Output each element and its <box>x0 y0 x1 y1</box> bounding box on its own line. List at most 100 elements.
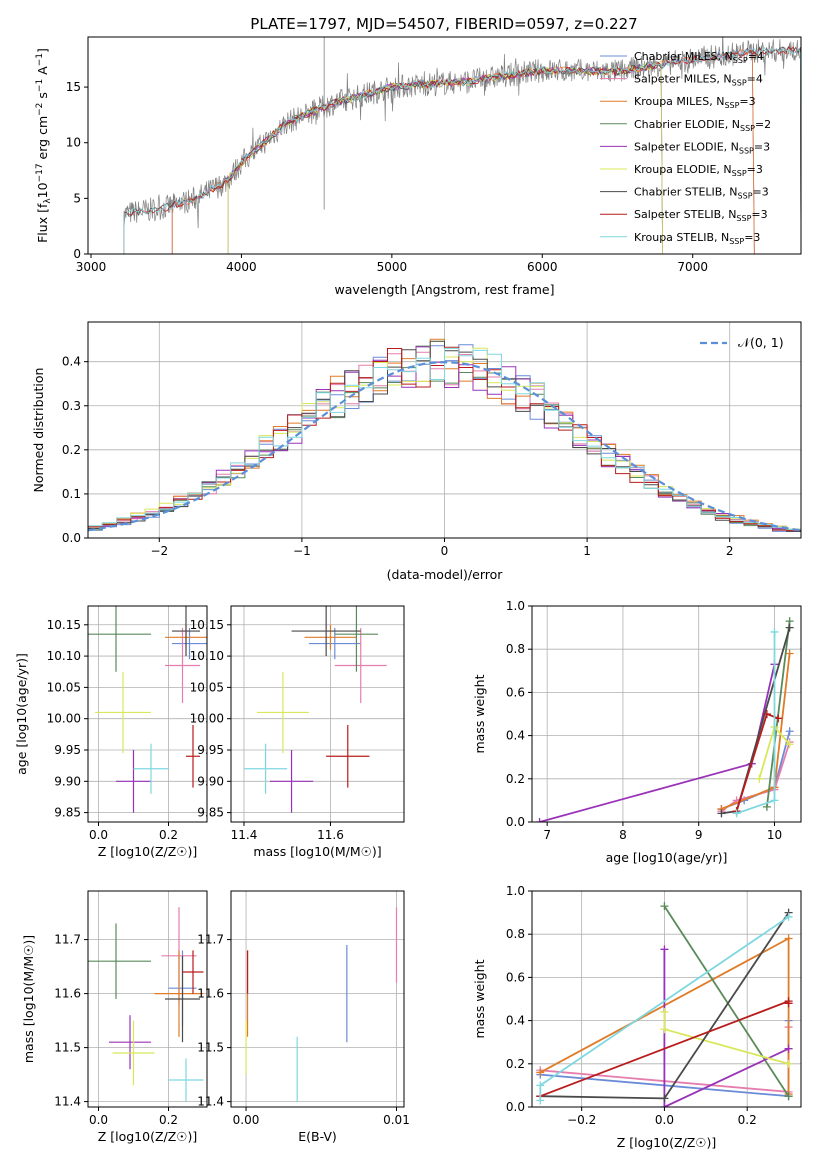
y-tick-label: 10.15 <box>190 618 224 632</box>
plot-residuals: −2 −1 0 1 2 0.0 0.1 0.2 0.3 0.4 (data-model)/error… <box>31 321 802 582</box>
x-axis-label: Z [log10(Z/Z☉)] <box>617 1135 717 1150</box>
y-tick-label: 11.7 <box>197 933 224 947</box>
y-tick-label: 10.10 <box>47 649 81 663</box>
point-marker <box>774 714 783 723</box>
x-tick-label: 0.0 <box>89 1113 108 1127</box>
plot-area <box>88 338 801 532</box>
legend-label: 𝒩(0, 1) <box>738 335 784 350</box>
y-tick-label: 0.0 <box>62 531 81 545</box>
y-tick-label: 11.5 <box>54 1041 81 1055</box>
y-tick-label: 0.2 <box>506 1057 525 1071</box>
plot-area <box>535 617 794 822</box>
point-marker <box>784 934 793 943</box>
y-tick-label: 0.8 <box>506 927 525 941</box>
x-axis-label: E(B-V) <box>298 1129 337 1144</box>
axes-frame <box>230 890 405 1108</box>
plot-mass-vs-Z: 0.0 0.2 11.4 11.5 11.6 11.7 Z [log10(Z/Z☉)] mas… <box>21 890 208 1144</box>
plot-area <box>88 606 207 813</box>
x-axis-label: (data-model)/error <box>387 567 504 582</box>
mass-weight-line <box>721 627 791 815</box>
point-marker <box>784 1059 793 1068</box>
legend-subscript: SSP <box>724 101 739 110</box>
point-marker <box>784 999 793 1008</box>
y-tick-label: 10 <box>66 136 81 150</box>
x-tick-label: 6000 <box>527 260 558 274</box>
y-tick-label: 11.6 <box>197 987 224 1001</box>
y-axis-label: age [log10(age/yr)] <box>14 653 29 775</box>
point-marker <box>660 945 669 954</box>
x-tick-label: 5000 <box>377 260 408 274</box>
label-part: −1 <box>35 53 45 66</box>
y-axis-label: Flux [fλ10−17 erg cm−2 s−1 A−1] <box>35 48 53 243</box>
y-tick-label: 10.05 <box>190 680 224 694</box>
x-tick-label: 8 <box>619 828 627 842</box>
y-tick-label: 10.00 <box>47 712 81 726</box>
legend-count: =3 <box>753 186 769 199</box>
point-marker <box>660 902 669 911</box>
plot-age-vs-mass: 11.4 11.6 9.85 9.90 9.95 10.00 10.05 10.10 10.15… <box>190 605 405 859</box>
x-axis-label: mass [log10(M/M☉)] <box>253 844 381 859</box>
point-marker <box>535 818 544 822</box>
point-marker <box>732 809 741 818</box>
x-axis-label: wavelength [Angstrom, rest frame] <box>334 282 554 297</box>
y-axis-label: Normed distribution <box>31 368 46 493</box>
plot-massweight-vs-age: 7 8 9 10 0.0 0.2 0.4 0.6 0.8 1.0 age [log10(age/yr… <box>472 599 802 865</box>
plot-age-vs-Z: 0.0 0.2 9.85 9.90 9.95 10.00 10.05 10.10 10.15 Z … <box>14 605 208 859</box>
y-tick-label: 9.90 <box>197 774 224 788</box>
y-tick-label: 10.00 <box>190 712 224 726</box>
label-part: Flux [f <box>35 203 50 243</box>
x-tick-label: −2 <box>150 544 168 558</box>
y-tick-label: 9.95 <box>197 743 224 757</box>
legend-count: =2 <box>755 118 771 131</box>
legend-count: =3 <box>751 208 767 221</box>
y-tick-label: 0.2 <box>506 772 525 786</box>
legend-count: =4 <box>748 50 764 63</box>
x-tick-label: 0.0 <box>89 828 108 842</box>
legend-subscript: SSP <box>738 192 753 201</box>
legend-label: Kroupa ELODIE, NSSP=3 <box>634 163 763 178</box>
axes-frame <box>87 605 208 823</box>
normal-curve <box>88 360 801 532</box>
label-part: −1 <box>35 79 45 92</box>
legend-subscript: SSP <box>739 146 754 155</box>
plot-area <box>88 907 204 1102</box>
label-part: A <box>35 66 50 79</box>
point-marker <box>785 649 794 658</box>
y-tick-label: 11.4 <box>197 1095 224 1109</box>
y-tick-label: 11.7 <box>54 933 81 947</box>
legend-subscript: SSP <box>732 169 747 178</box>
legend-label: Kroupa MILES, NSSP=3 <box>634 95 756 110</box>
point-marker <box>762 802 771 811</box>
y-tick-label: 0.6 <box>506 970 525 984</box>
legend-subscript: SSP <box>736 214 751 223</box>
model-line <box>227 59 664 254</box>
label-part: s <box>35 92 50 103</box>
y-tick-label: 0.1 <box>62 487 81 501</box>
x-tick-label: 0.00 <box>233 1113 260 1127</box>
label-part: λ <box>43 198 53 204</box>
plot-area <box>243 606 387 813</box>
y-tick-label: 0.3 <box>62 399 81 413</box>
y-tick-label: 5 <box>73 191 81 205</box>
x-tick-label: 11.4 <box>231 828 258 842</box>
y-tick-label: 15 <box>66 80 81 94</box>
y-axis-label: mass weight <box>472 674 487 753</box>
y-tick-label: 0.8 <box>506 642 525 656</box>
x-tick-label: 1 <box>583 544 591 558</box>
legend-count: =4 <box>747 73 763 86</box>
y-tick-label: 10.10 <box>190 649 224 663</box>
x-axis-label: age [log10(age/yr)] <box>606 850 728 865</box>
x-tick-label: 11.6 <box>317 828 344 842</box>
label-part: erg cm <box>35 116 50 164</box>
model-line <box>123 46 801 254</box>
legend-label: Salpeter STELIB, NSSP=3 <box>634 208 768 223</box>
plot-area <box>123 37 801 254</box>
x-tick-label: 3000 <box>76 260 107 274</box>
mass-weight-line <box>663 1012 789 1065</box>
y-tick-label: 11.4 <box>54 1095 81 1109</box>
x-tick-label: 9 <box>695 828 703 842</box>
plot-area <box>245 907 398 1102</box>
y-tick-label: 0.0 <box>506 1100 525 1114</box>
x-axis-label: Z [log10(Z/Z☉)] <box>98 844 198 859</box>
